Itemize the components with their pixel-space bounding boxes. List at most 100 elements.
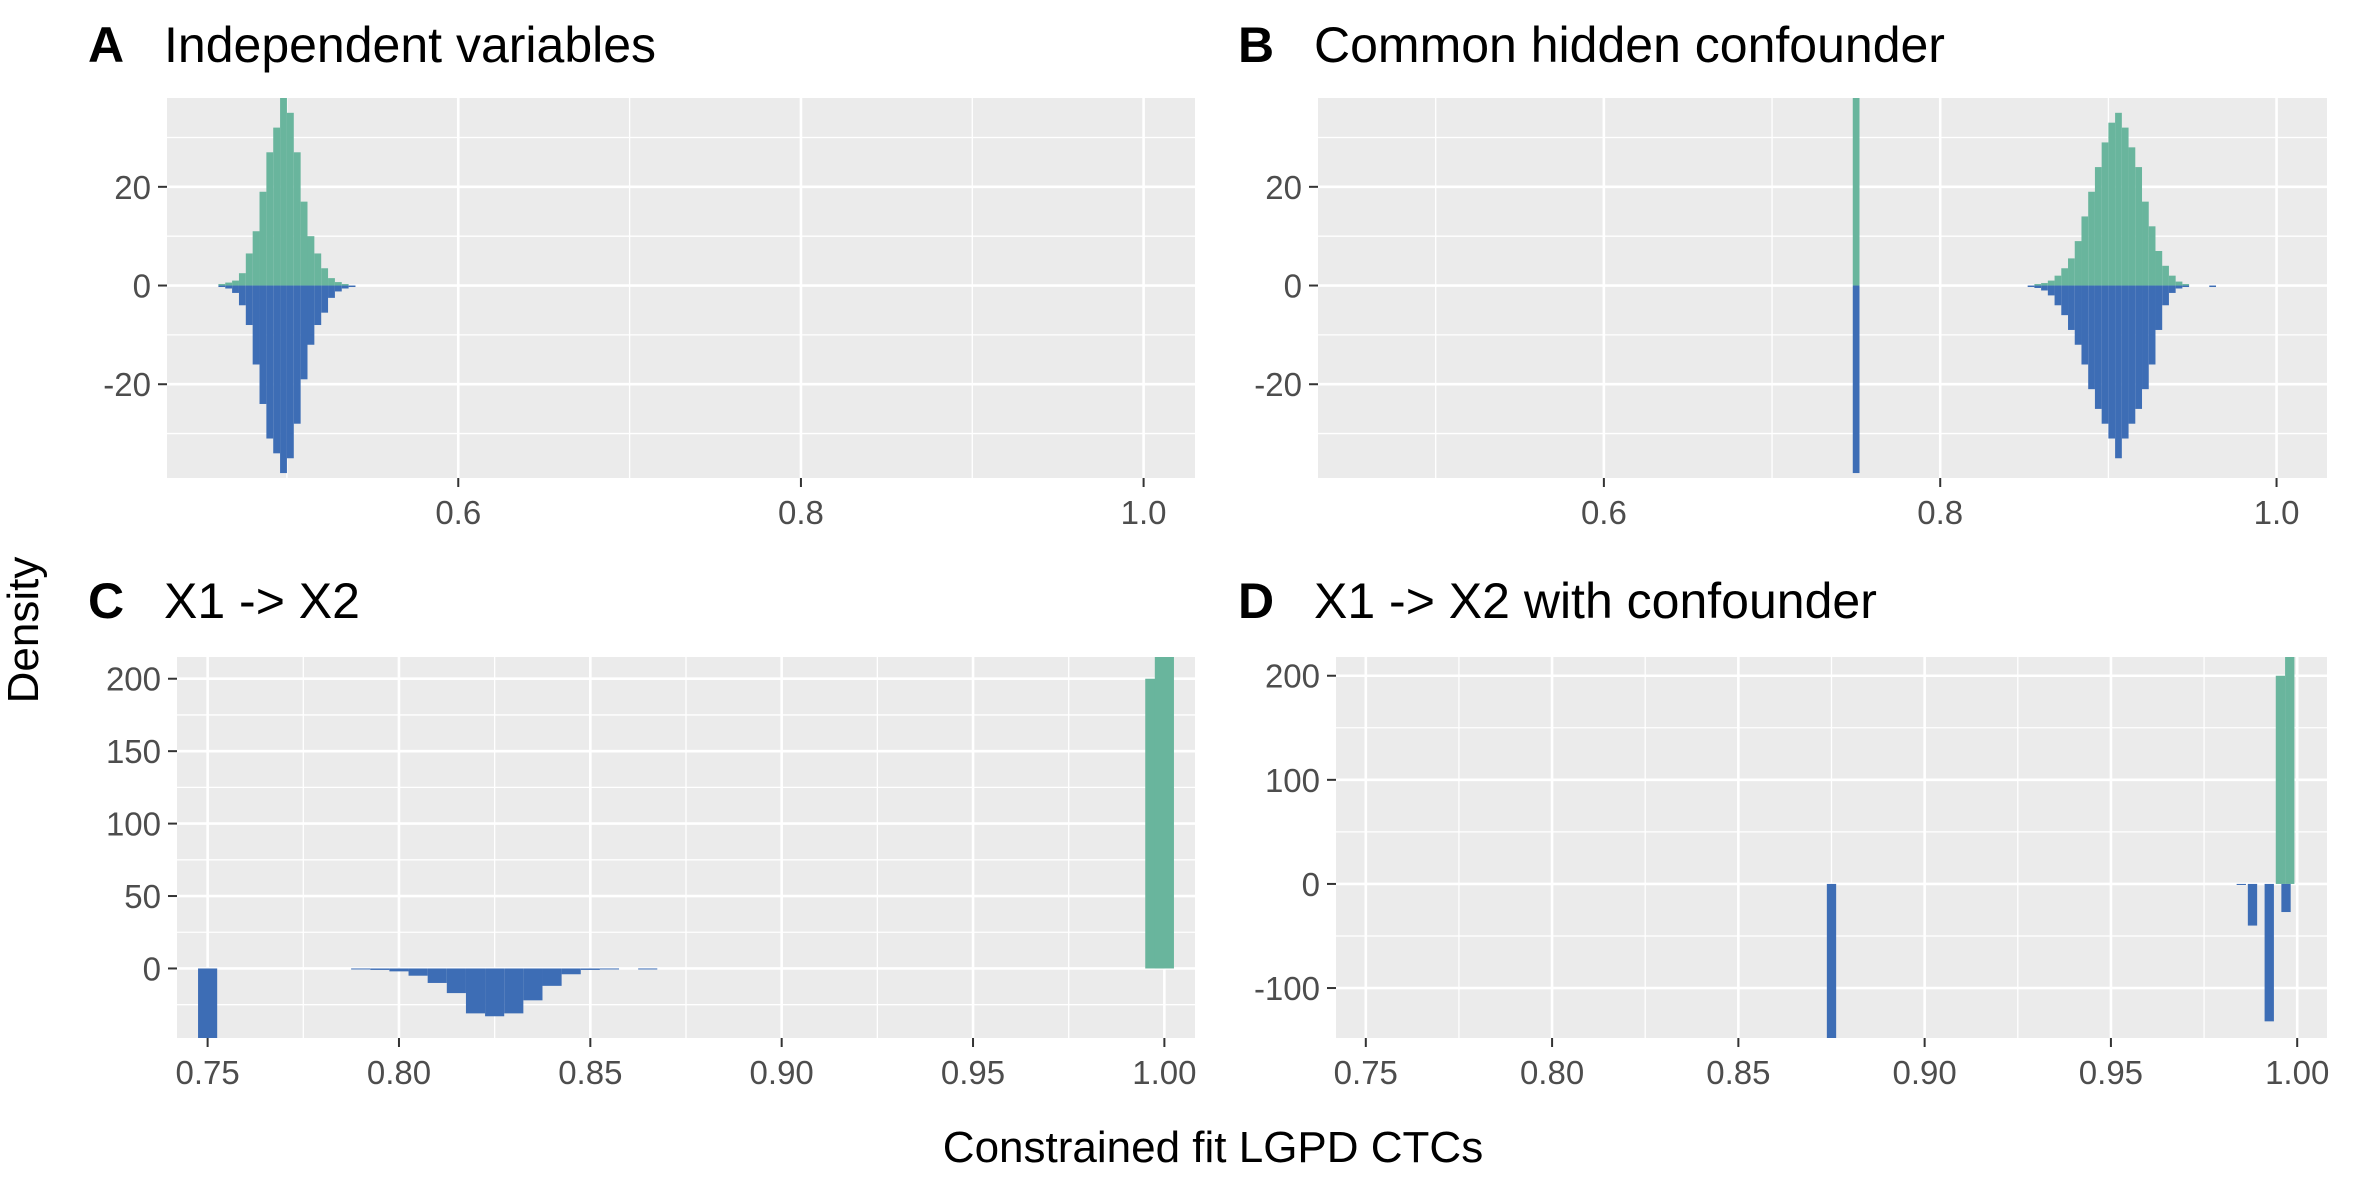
histogram-bar-upper bbox=[307, 236, 315, 286]
histogram-bar-upper bbox=[2148, 226, 2156, 286]
histogram-bar-lower bbox=[2041, 285, 2048, 291]
histogram-bar-lower bbox=[2168, 285, 2176, 293]
histogram-bar-upper bbox=[2135, 167, 2143, 286]
histogram-bar-lower bbox=[307, 285, 315, 345]
y-tick-label: -100 bbox=[1254, 970, 1320, 1007]
x-tick-label: 0.80 bbox=[1520, 1054, 1584, 1091]
histogram-bar-upper bbox=[2081, 216, 2089, 286]
histogram-bar-lower bbox=[2281, 883, 2291, 913]
x-tick-label: 0.85 bbox=[558, 1054, 622, 1091]
y-tick-label: 200 bbox=[106, 661, 161, 698]
histogram-bar-lower bbox=[2068, 285, 2075, 330]
y-tick-label: 200 bbox=[1265, 658, 1320, 695]
histogram-bar-upper bbox=[2054, 275, 2062, 286]
histogram-bar-lower bbox=[341, 285, 349, 289]
histogram-bar-lower bbox=[2081, 285, 2089, 365]
histogram-bar-lower bbox=[2264, 883, 2274, 1022]
panel-title: X1 -> X2 bbox=[164, 573, 360, 629]
histogram-bar-lower bbox=[2148, 285, 2156, 365]
histogram-bar-upper bbox=[2128, 147, 2136, 286]
histogram-bar-upper bbox=[2175, 281, 2183, 286]
histogram-bar-lower bbox=[218, 285, 226, 288]
histogram-bar-lower bbox=[2047, 285, 2055, 296]
histogram-bar-upper bbox=[266, 152, 274, 286]
histogram-bar-lower bbox=[1826, 883, 1837, 1038]
histogram-bar-upper bbox=[273, 127, 281, 286]
histogram-bar-lower bbox=[225, 285, 233, 289]
histogram-bar-lower bbox=[266, 285, 274, 439]
histogram-bar-lower bbox=[314, 285, 322, 326]
histogram-bar-lower bbox=[2135, 285, 2143, 409]
x-tick-label: 0.90 bbox=[750, 1054, 814, 1091]
histogram-bar-lower bbox=[2027, 285, 2035, 288]
histogram-bar-upper bbox=[259, 191, 267, 286]
x-tick-label: 1.00 bbox=[2265, 1054, 2329, 1091]
histogram-bar-lower bbox=[2142, 285, 2149, 390]
histogram-bar-upper bbox=[293, 152, 301, 286]
x-axis-title: Constrained fit LGPD CTCs bbox=[943, 1123, 1483, 1172]
y-tick-label: 150 bbox=[106, 733, 161, 770]
histogram-bar-upper bbox=[280, 98, 287, 286]
histogram-bar-lower bbox=[252, 285, 260, 365]
histogram-bar-upper bbox=[2115, 112, 2122, 286]
histogram-bar-upper bbox=[2061, 268, 2069, 286]
y-tick-label: 20 bbox=[1265, 169, 1302, 206]
x-tick-label: 1.0 bbox=[1121, 494, 1167, 531]
histogram-bar-lower bbox=[2088, 285, 2095, 390]
histogram-bar-lower bbox=[232, 285, 239, 293]
y-tick-label: 0 bbox=[1284, 268, 1302, 305]
histogram-bar-lower bbox=[2175, 285, 2183, 289]
histogram-bar-lower bbox=[259, 285, 267, 404]
histogram-bar-upper bbox=[300, 201, 308, 286]
histogram-bar-upper bbox=[2034, 284, 2042, 286]
histogram-bar-lower bbox=[2236, 883, 2246, 885]
histogram-bar-lower bbox=[2247, 883, 2258, 926]
x-tick-label: 0.85 bbox=[1706, 1054, 1770, 1091]
histogram-bar-upper bbox=[232, 280, 239, 286]
histogram-bar-lower bbox=[389, 968, 409, 972]
histogram-bar-upper bbox=[225, 282, 233, 286]
histogram-bar-lower bbox=[465, 968, 486, 1014]
histogram-bar-lower bbox=[286, 285, 294, 459]
x-tick-label: 0.90 bbox=[1893, 1054, 1957, 1091]
histogram-bar-lower bbox=[370, 968, 390, 970]
x-tick-label: 0.95 bbox=[941, 1054, 1005, 1091]
histogram-bar-upper bbox=[341, 284, 349, 286]
histogram-bar-lower bbox=[2054, 285, 2062, 306]
panel-c: 0.75 0.80 0.85 0.90 0.95 1.00 0 50 100 150 200 C X1 … bbox=[88, 573, 1197, 1091]
histogram-bar-upper bbox=[252, 231, 260, 286]
histogram-bar-lower bbox=[561, 968, 581, 975]
histogram-bar-lower bbox=[2182, 285, 2190, 288]
y-axis-title: Density bbox=[0, 557, 48, 704]
histogram-bar-lower bbox=[2162, 285, 2169, 306]
histogram-bar-upper bbox=[321, 268, 329, 286]
histogram-bar-upper bbox=[314, 253, 322, 286]
histogram-bar-upper bbox=[2182, 284, 2190, 286]
y-tick-label: 0 bbox=[143, 950, 161, 987]
histogram-bar-lower bbox=[599, 968, 620, 970]
panel-b: 0.6 0.8 1.0 -20 0 20 B Common hidden confounder bbox=[1238, 17, 2327, 531]
histogram-bar-upper bbox=[2121, 127, 2129, 286]
histogram-bar-upper bbox=[2074, 241, 2082, 286]
x-tick-label: 0.8 bbox=[778, 494, 824, 531]
y-tick-label: 50 bbox=[124, 878, 161, 915]
histogram-bar-lower bbox=[2115, 285, 2122, 459]
histogram-bar-upper bbox=[2108, 122, 2116, 286]
panel-title: Independent variables bbox=[164, 17, 656, 73]
histogram-bar-lower bbox=[273, 285, 281, 454]
y-tick-label: -20 bbox=[103, 366, 151, 403]
histogram-bar-lower bbox=[2101, 285, 2109, 424]
histogram-bar-upper bbox=[2047, 280, 2055, 286]
histogram-bar-lower bbox=[1852, 285, 1860, 474]
histogram-bar-lower bbox=[300, 285, 308, 380]
histogram-bar-lower bbox=[198, 968, 218, 1038]
y-tick-label: 100 bbox=[106, 806, 161, 843]
histogram-bar-lower bbox=[638, 968, 658, 970]
histogram-bar-lower bbox=[2094, 285, 2102, 409]
histogram-bar-upper bbox=[2068, 258, 2075, 286]
histogram-bar-upper bbox=[2094, 167, 2102, 286]
histogram-bar-upper bbox=[2155, 250, 2163, 286]
histogram-bar-lower bbox=[523, 968, 543, 1001]
y-tick-label: 20 bbox=[114, 169, 151, 206]
panel-letter: A bbox=[88, 17, 124, 73]
